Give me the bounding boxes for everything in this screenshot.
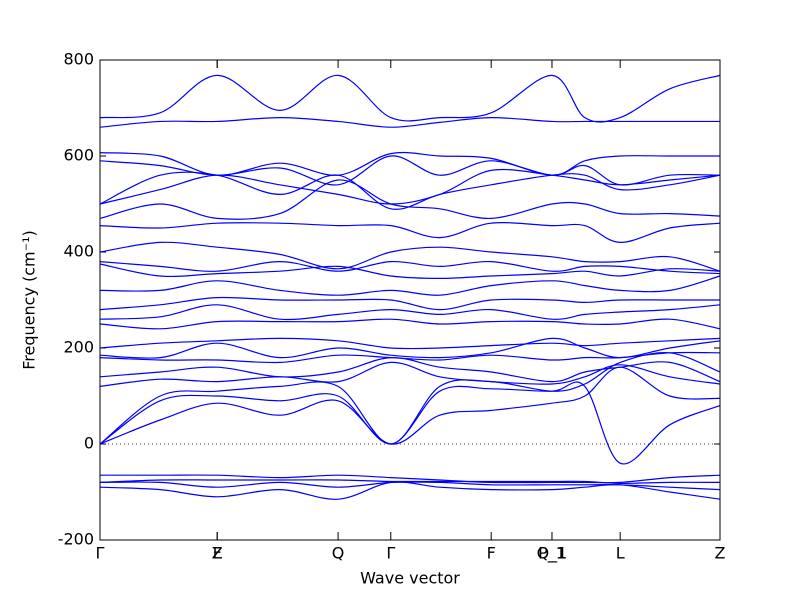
- x-tick-label: F: [487, 544, 496, 563]
- x-tick-label: Γ: [96, 544, 105, 563]
- x-tick-label: Γ: [386, 544, 395, 563]
- x-tick-label: P_1: [538, 544, 566, 564]
- band-line: [99, 304, 721, 321]
- band-line: [99, 171, 721, 210]
- x-tick-label: F: [213, 544, 222, 563]
- x-tick-label: Z: [212, 544, 223, 563]
- band-line: [99, 361, 721, 387]
- x-axis-label: Wave vector: [360, 569, 460, 588]
- band-line: [99, 337, 721, 350]
- y-tick-label: 800: [63, 50, 94, 69]
- band-line: [99, 481, 721, 500]
- band-line: [99, 74, 721, 123]
- y-axis-label: Frequency (cm⁻¹): [20, 230, 39, 369]
- band-line: [99, 381, 721, 465]
- y-tick-label: -200: [58, 530, 94, 549]
- band-line: [99, 296, 720, 311]
- plot-frame: [99, 59, 721, 541]
- x-tick-label: Q: [332, 544, 345, 563]
- band-line: [99, 351, 721, 445]
- band-line: [99, 318, 721, 330]
- x-tick-label: L: [616, 544, 625, 563]
- x-tick-label: Z: [715, 544, 726, 563]
- band-line: [99, 179, 721, 220]
- y-tick-label: 400: [63, 242, 94, 261]
- band-line: [99, 366, 721, 445]
- band-line: [99, 222, 721, 244]
- band-line: [99, 275, 721, 296]
- band-line: [100, 474, 721, 484]
- x-tick-label: Q_1: [537, 544, 568, 564]
- band-line: [99, 351, 721, 364]
- band-line: [99, 116, 720, 128]
- band-line: [99, 479, 721, 484]
- band-line: [99, 241, 721, 272]
- y-tick-label: 600: [63, 146, 94, 165]
- y-tick-label: 0: [84, 434, 94, 453]
- band-line: [99, 263, 721, 280]
- band-line: [99, 260, 721, 275]
- y-tick-label: 200: [63, 338, 94, 357]
